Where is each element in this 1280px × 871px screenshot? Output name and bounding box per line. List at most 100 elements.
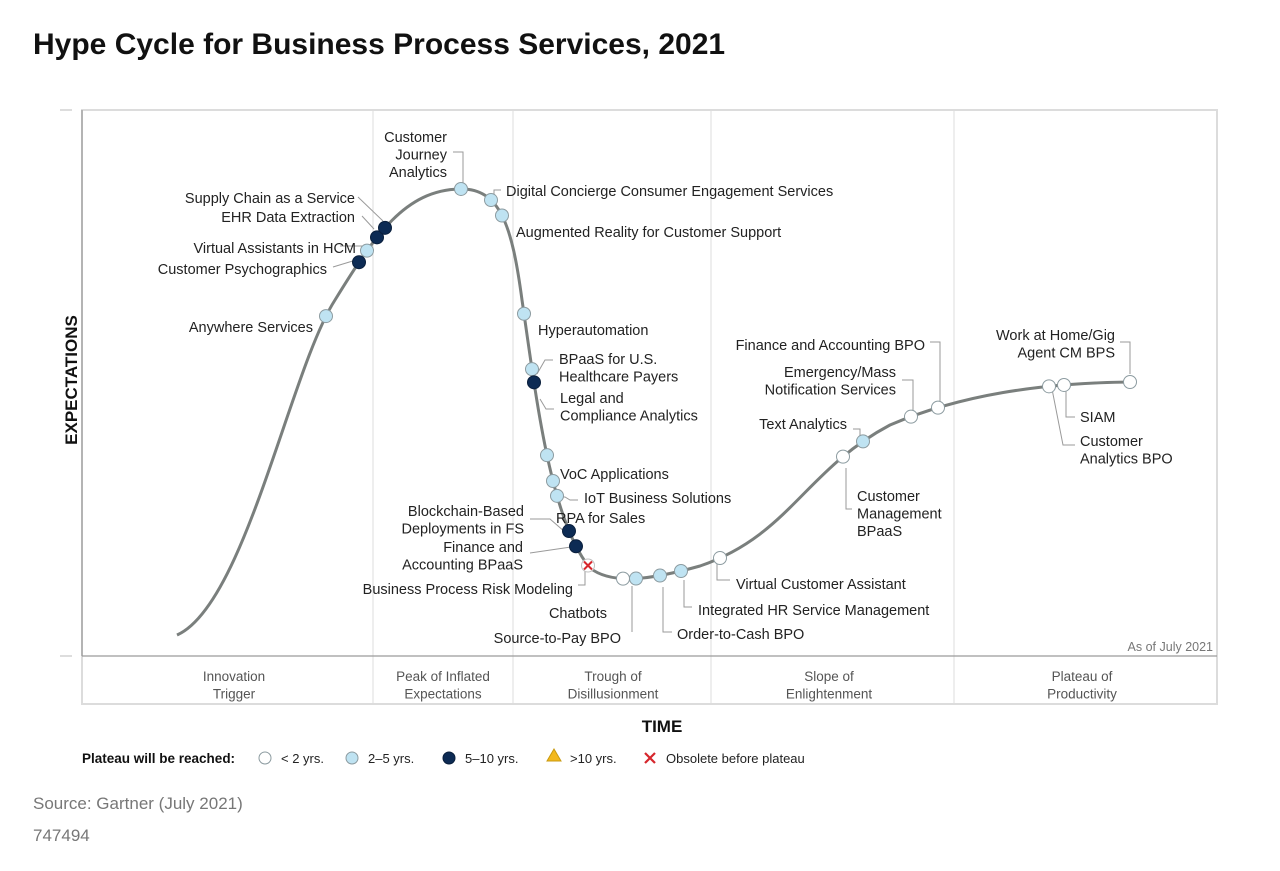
label-source-to-pay-bpo: Source-to-Pay BPO: [494, 631, 621, 647]
point-emergency-mass-notification-services: [903, 409, 918, 424]
label-siam: SIAM: [1080, 410, 1115, 426]
phase-peak-of-inflated-expectations: Peak of Inflated Expectations: [396, 669, 490, 702]
point-text-analytics: [855, 434, 870, 449]
phase-innovation-trigger: Innovation Trigger: [203, 669, 265, 702]
label-rpa-for-sales: RPA for Sales: [556, 511, 645, 527]
chart-frame: [60, 109, 1218, 705]
point-customer-journey-analytics: [453, 181, 468, 196]
legend-marker-2to5: [345, 751, 359, 765]
point-augmented-reality-for-customer-support: [494, 208, 509, 223]
label-text-analytics: Text Analytics: [759, 417, 847, 433]
as-of-note: As of July 2021: [1128, 640, 1214, 654]
phase-trough-of-disillusionment: Trough of Disillusionment: [568, 669, 659, 702]
point-ehr-data-extraction: [370, 230, 384, 245]
label-emergency-mass-notification-services: Emergency/Mass Notification Services: [765, 365, 896, 399]
label-finance-and-accounting-bpo: Finance and Accounting BPO: [736, 338, 925, 354]
legend-item-2to5: 2–5 yrs.: [345, 751, 414, 766]
label-supply-chain-as-a-service: Supply Chain as a Service: [185, 191, 355, 207]
leader-order-to-cash-bpo: [662, 587, 672, 633]
legend-marker-obsolete: [644, 752, 656, 764]
leader-ehr-data-extraction: [361, 215, 375, 230]
point-supply-chain-as-a-service: [378, 220, 392, 235]
label-finance-and-accounting-bpaas: Finance and Accounting BPaaS: [402, 540, 523, 574]
point-digital-concierge-consumer-engagement-services: [483, 193, 498, 208]
leader-integrated-hr-service-management: [683, 580, 692, 608]
x-axis-title: TIME: [642, 717, 683, 736]
point-business-process-risk-modeling: [581, 558, 595, 573]
point-customer-management-bpaas: [836, 449, 850, 464]
point-work-at-home-gig-agent-cm-bps: [1041, 379, 1056, 394]
point-legal-and-compliance-analytics: [526, 375, 541, 390]
point-source-to-pay-bpo: [629, 571, 643, 586]
leader-blockchain-based-deployments-in-fs: [530, 518, 566, 533]
label-voc-applications: VoC Applications: [560, 467, 669, 483]
point-voc-applications: [539, 448, 554, 463]
leader-siam: [1065, 389, 1075, 418]
label-iot-business-solutions: IoT Business Solutions: [584, 491, 731, 507]
leader-customer-management-bpaas: [845, 468, 852, 510]
label-order-to-cash-bpo: Order-to-Cash BPO: [677, 627, 804, 643]
leader-emergency-mass-notification-services: [902, 379, 914, 412]
label-customer-management-bpaas: Customer Management BPaaS: [857, 489, 942, 540]
leader-business-process-risk-modeling: [578, 566, 586, 586]
source-note: Source: Gartner (July 2021): [33, 794, 243, 813]
point-rpa-for-sales: [549, 488, 564, 503]
legend-marker-5to10: [442, 751, 456, 765]
y-axis-title: EXPECTATIONS: [62, 315, 81, 445]
legend-marker-lt2: [258, 751, 272, 765]
label-business-process-risk-modeling: Business Process Risk Modeling: [363, 582, 573, 598]
leader-bpaas-for-u-s-healthcare-payers: [536, 359, 553, 375]
technology-points: [318, 181, 1137, 586]
legend-label-2to5: 2–5 yrs.: [368, 751, 414, 766]
point-bpaas-for-u-s-healthcare-payers: [525, 362, 539, 377]
point-chatbots: [615, 571, 630, 586]
label-integrated-hr-service-management: Integrated HR Service Management: [698, 603, 929, 619]
label-work-at-home-gig-agent-cm-bps: Work at Home/Gig Agent CM BPS: [996, 328, 1115, 362]
legend-item-lt2: < 2 yrs.: [258, 751, 324, 766]
label-digital-concierge-consumer-engagement-services: Digital Concierge Consumer Engagement Se…: [506, 184, 833, 200]
leader-virtual-customer-assistant: [716, 564, 730, 581]
label-legal-and-compliance-analytics: Legal and Compliance Analytics: [560, 391, 698, 425]
legend-item-obsolete: Obsolete before plateau: [644, 751, 805, 766]
label-hyperautomation: Hyperautomation: [538, 323, 648, 339]
point-virtual-assistants-in-hcm: [360, 243, 374, 258]
hype-curve: [176, 187, 1131, 637]
label-customer-psychographics: Customer Psychographics: [158, 262, 327, 278]
point-hyperautomation: [517, 306, 531, 321]
point-blockchain-based-deployments-in-fs: [562, 524, 576, 539]
document-id: 747494: [33, 826, 90, 845]
legend-marker-gt10: [546, 748, 562, 762]
point-iot-business-solutions: [546, 474, 560, 489]
label-bpaas-for-u-s-healthcare-payers: BPaaS for U.S. Healthcare Payers: [559, 352, 678, 386]
legend-label-obsolete: Obsolete before plateau: [666, 751, 805, 766]
point-customer-psychographics: [352, 255, 366, 270]
legend-label-lt2: < 2 yrs.: [281, 751, 324, 766]
point-finance-and-accounting-bpo: [930, 400, 945, 415]
hype-cycle-chart: Anywhere Services Customer Psychographics…: [60, 109, 1218, 766]
point-finance-and-accounting-bpaas: [568, 539, 583, 554]
label-blockchain-based-deployments-in-fs: Blockchain-Based Deployments in FS: [402, 504, 525, 538]
leader-customer-analytics-bpo: [1051, 388, 1075, 446]
legend-label-5to10: 5–10 yrs.: [465, 751, 518, 766]
leader-finance-and-accounting-bpo: [930, 341, 941, 402]
technology-labels: Anywhere Services Customer Psychographics…: [158, 130, 1173, 647]
label-customer-analytics-bpo: Customer Analytics BPO: [1080, 434, 1173, 468]
label-virtual-customer-assistant: Virtual Customer Assistant: [736, 577, 906, 593]
legend-item-gt10: >10 yrs.: [546, 748, 617, 766]
point-customer-analytics-bpo: [1123, 375, 1137, 389]
phase-slope-of-enlightenment: Slope of Enlightenment: [786, 669, 873, 702]
label-chatbots: Chatbots: [549, 606, 607, 622]
point-order-to-cash-bpo: [653, 568, 667, 583]
hype-curve-layer: [176, 187, 1131, 637]
label-customer-journey-analytics: Customer Journey Analytics: [384, 130, 448, 181]
leader-customer-journey-analytics: [453, 151, 464, 184]
leader-supply-chain-as-a-service: [357, 196, 384, 222]
label-anywhere-services: Anywhere Services: [189, 320, 313, 336]
axis-labels: Innovation Trigger Peak of Inflated Expecta…: [62, 315, 1213, 736]
label-augmented-reality-for-customer-support: Augmented Reality for Customer Support: [516, 225, 781, 241]
point-anywhere-services: [318, 309, 333, 324]
label-ehr-data-extraction: EHR Data Extraction: [221, 210, 355, 226]
chart-title: Hype Cycle for Business Process Services…: [33, 28, 726, 61]
point-virtual-customer-assistant: [713, 551, 727, 566]
leader-legal-and-compliance-analytics: [539, 398, 554, 410]
